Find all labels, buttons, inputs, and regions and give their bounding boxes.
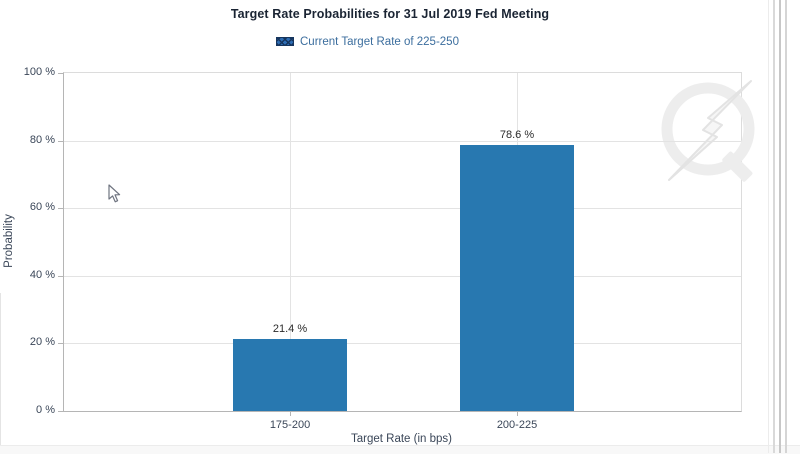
y-tick-label: 20 % bbox=[29, 336, 55, 348]
y-tick-label: 60 % bbox=[29, 201, 55, 213]
x-axis-tick bbox=[290, 412, 291, 416]
gridline bbox=[64, 276, 741, 277]
gridline bbox=[64, 343, 741, 344]
crosshatch-swatch-icon bbox=[276, 37, 294, 46]
y-axis-tick bbox=[58, 343, 63, 344]
y-axis-tick bbox=[58, 276, 63, 277]
bar-value-label: 21.4 % bbox=[272, 323, 308, 335]
window-edge-line bbox=[773, 0, 775, 453]
y-axis-tick bbox=[58, 73, 63, 74]
y-axis-title: Probability bbox=[3, 214, 15, 268]
x-tick-label: 200-225 bbox=[496, 419, 538, 431]
left-window-edge bbox=[0, 293, 1, 445]
legend-item[interactable]: Current Target Rate of 225-250 bbox=[276, 35, 459, 48]
y-axis-tick bbox=[58, 141, 63, 142]
gridline bbox=[64, 141, 741, 142]
bar-value-label: 78.6 % bbox=[499, 129, 535, 141]
window-edge-line bbox=[768, 0, 769, 453]
watermark-logo-icon bbox=[661, 80, 755, 182]
y-axis-tick bbox=[58, 411, 63, 412]
legend-label: Current Target Rate of 225-250 bbox=[300, 35, 459, 48]
x-axis-tick bbox=[517, 412, 518, 416]
chart-title: Target Rate Probabilities for 31 Jul 201… bbox=[230, 7, 550, 21]
y-axis-tick bbox=[58, 208, 63, 209]
y-tick-label: 0 % bbox=[36, 404, 55, 416]
x-axis-title: Target Rate (in bps) bbox=[351, 433, 452, 445]
x-tick-label: 175-200 bbox=[269, 419, 311, 431]
window-edge-line bbox=[785, 0, 787, 453]
mouse-cursor-icon bbox=[108, 184, 121, 203]
y-tick-label: 40 % bbox=[29, 269, 55, 281]
y-tick-label: 80 % bbox=[29, 134, 55, 146]
y-tick-label: 100 % bbox=[23, 66, 55, 78]
gridline bbox=[64, 208, 741, 209]
bar[interactable] bbox=[460, 145, 574, 411]
gridline bbox=[290, 73, 291, 411]
window-edge-line bbox=[779, 0, 781, 453]
plot-area: 100 % 80 % 60 % 40 % 20 % 0 % 21.4 % 175-200 78.… bbox=[24, 66, 755, 431]
bottom-window-edge bbox=[0, 445, 800, 454]
bar[interactable] bbox=[233, 339, 347, 411]
